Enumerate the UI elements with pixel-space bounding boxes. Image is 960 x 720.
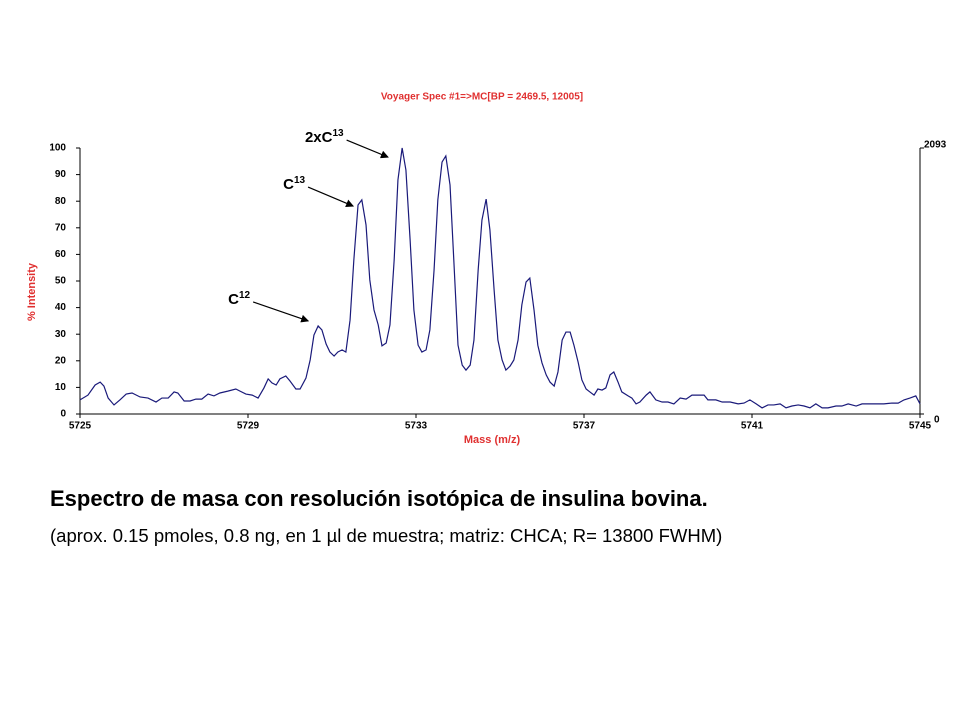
y-tick-label: 80: [55, 196, 67, 207]
caption-title: Espectro de masa con resolución isotópic…: [50, 486, 708, 511]
annotation-arrow: [307, 186, 355, 208]
x-tick-label: 5729: [237, 421, 260, 432]
annotation-arrow: [346, 139, 389, 159]
annotation-label: C12: [228, 290, 250, 308]
x-tick-label: 5737: [573, 421, 596, 432]
annotation-label: C13: [283, 175, 305, 193]
x-axis-label: Mass (m/z): [464, 434, 521, 446]
y2-tick-label: 2093: [924, 140, 947, 151]
spectrum-line: [79, 147, 921, 409]
y-tick-label: 30: [55, 329, 67, 340]
y-tick-label: 40: [55, 302, 67, 313]
caption-detail: (aprox. 0.15 pmoles, 0.8 ng, en 1 µl de …: [50, 525, 722, 546]
annotation-arrow: [252, 301, 310, 323]
annotation-sup: 12: [239, 290, 251, 301]
y-tick-label: 100: [49, 143, 66, 154]
y-tick-label: 90: [55, 169, 67, 180]
y-tick-label: 20: [55, 355, 67, 366]
x-tick-label: 5733: [405, 421, 428, 432]
y2-tick-label: 0: [934, 415, 940, 426]
y-axis-label: % Intensity: [26, 262, 38, 321]
x-tick-label: 5741: [741, 421, 764, 432]
y-tick-label: 70: [55, 222, 67, 233]
y-tick-label: 60: [55, 249, 67, 260]
y-tick-label: 10: [55, 382, 67, 393]
y-tick-label: 50: [55, 276, 67, 287]
x-tick-label: 5745: [909, 421, 932, 432]
annotation-text: C: [283, 176, 294, 193]
y-tick-label: 0: [60, 409, 66, 420]
annotation-sup: 13: [332, 128, 344, 139]
annotation-label: 2xC13: [305, 128, 344, 146]
chart-title: Voyager Spec #1=>MC[BP = 2469.5, 12005]: [381, 92, 583, 103]
annotation-text: 2xC: [305, 129, 333, 146]
annotation-sup: 13: [294, 175, 306, 186]
annotation-text: C: [228, 291, 239, 308]
x-tick-label: 5725: [69, 421, 92, 432]
